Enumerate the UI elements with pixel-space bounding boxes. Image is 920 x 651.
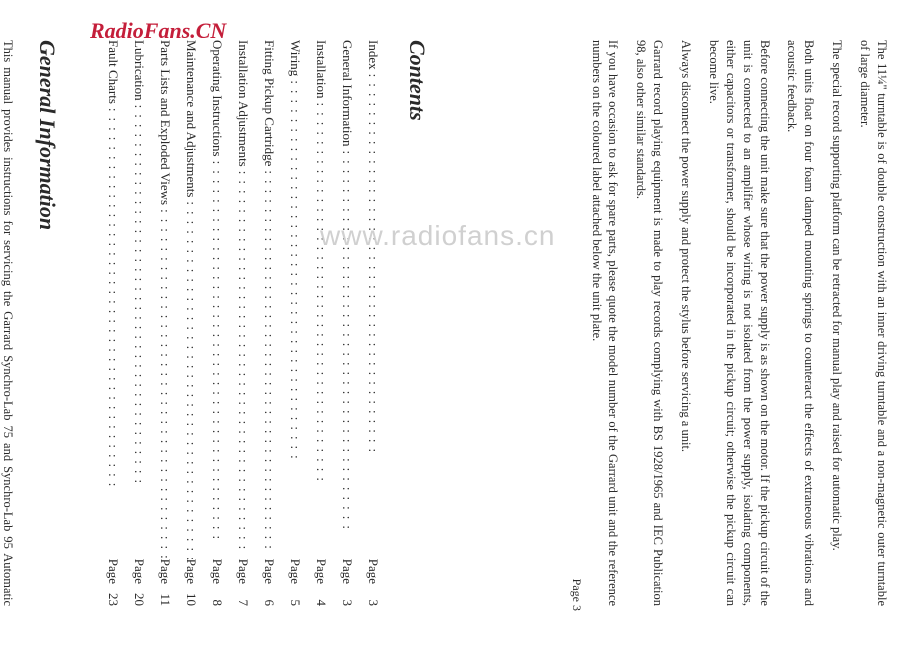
- toc-page-label: Page: [256, 559, 282, 588]
- toc-dots: ::::::::::::::::::::::::::::::::::::::::: [360, 70, 386, 559]
- toc-page-label: Page: [152, 559, 178, 588]
- body-paragraph: Both units float on four foam damped mou…: [784, 40, 818, 606]
- toc-dots: ::::::::::::::::::::::::::::::::::::::::: [126, 101, 152, 559]
- general-info-heading: General Information: [34, 40, 60, 606]
- page-left: Contents Index :::::::::::::::::::::::::…: [0, 0, 460, 651]
- toc-page: 3: [334, 588, 360, 606]
- toc-dots: ::::::::::::::::::::::::::::::::::::::::: [256, 166, 282, 558]
- toc-row: Maintenance and Adjustments ::::::::::::…: [178, 40, 204, 606]
- toc-row: Lubrication ::::::::::::::::::::::::::::…: [126, 40, 152, 606]
- toc-page-label: Page: [178, 559, 204, 588]
- toc-row: Fault Charts :::::::::::::::::::::::::::…: [100, 40, 126, 606]
- toc-title: Maintenance and Adjustments: [178, 40, 204, 197]
- page-right: The 11¼" turntable is of double construc…: [547, 0, 920, 651]
- toc-page: 3: [360, 588, 386, 606]
- toc-page: 6: [256, 588, 282, 606]
- watermark-center: www.radiofans.cn: [320, 220, 555, 252]
- body-paragraph: If you have occasion to ask for spare pa…: [588, 40, 622, 606]
- toc-page-label: Page: [126, 559, 152, 588]
- toc-row: Fitting Pickup Cartridge :::::::::::::::…: [256, 40, 282, 606]
- toc-dots: ::::::::::::::::::::::::::::::::::::::::: [282, 76, 308, 558]
- toc-page: 4: [308, 588, 334, 606]
- toc-page-label: Page: [282, 559, 308, 588]
- toc-page-label: Page: [334, 559, 360, 588]
- toc-page: 20: [126, 588, 152, 606]
- page-footer: Page 3: [569, 579, 584, 611]
- toc-row: Operating Instructions :::::::::::::::::…: [204, 40, 230, 606]
- toc-dots: ::::::::::::::::::::::::::::::::::::::::: [230, 167, 256, 559]
- body-paragraph: The 11¼" turntable is of double construc…: [856, 40, 890, 606]
- body-paragraph: The special record supporting platform c…: [828, 40, 845, 606]
- toc-dots: ::::::::::::::::::::::::::::::::::::::::: [334, 146, 360, 558]
- toc-page-label: Page: [308, 559, 334, 588]
- contents-heading: Contents: [404, 40, 430, 606]
- toc-page: 11: [152, 588, 178, 606]
- toc-row: Parts Lists and Exploded Views :::::::::…: [152, 40, 178, 606]
- toc-page: 8: [204, 588, 230, 606]
- toc-page: 5: [282, 588, 308, 606]
- toc-title: Wiring: [282, 40, 308, 76]
- body-paragraph: Before connecting the unit make sure tha…: [705, 40, 773, 606]
- toc-row: Installation Adjustments :::::::::::::::…: [230, 40, 256, 606]
- watermark-top: RadioFans.CN: [90, 18, 226, 44]
- toc-title: Fitting Pickup Cartridge: [256, 40, 282, 166]
- toc-title: General Information: [334, 40, 360, 146]
- toc-page: 10: [178, 588, 204, 606]
- toc-row: Wiring :::::::::::::::::::::::::::::::::…: [282, 40, 308, 606]
- toc-dots: ::::::::::::::::::::::::::::::::::::::::: [308, 99, 334, 559]
- toc-dots: ::::::::::::::::::::::::::::::::::::::::: [152, 205, 178, 559]
- toc-title: Lubrication: [126, 40, 152, 101]
- toc-dots: ::::::::::::::::::::::::::::::::::::::::: [204, 157, 230, 559]
- toc-row: General Information ::::::::::::::::::::…: [334, 40, 360, 606]
- toc: Index ::::::::::::::::::::::::::::::::::…: [100, 40, 386, 606]
- toc-page: 7: [230, 588, 256, 606]
- toc-title: Installation: [308, 40, 334, 99]
- toc-dots: ::::::::::::::::::::::::::::::::::::::::: [178, 197, 204, 558]
- toc-row: Index ::::::::::::::::::::::::::::::::::…: [360, 40, 386, 606]
- toc-row: Installation :::::::::::::::::::::::::::…: [308, 40, 334, 606]
- toc-page: 23: [100, 588, 126, 606]
- toc-page-label: Page: [360, 559, 386, 588]
- body-paragraph: Garrard record playing equipment is made…: [633, 40, 667, 606]
- toc-title: Operating Instructions: [204, 40, 230, 157]
- body-paragraph: This manual provides instructions for se…: [0, 40, 16, 606]
- toc-page-label: Page: [204, 559, 230, 588]
- toc-page-label: Page: [100, 559, 126, 588]
- toc-title: Parts Lists and Exploded Views: [152, 40, 178, 205]
- toc-title: Fault Charts: [100, 40, 126, 104]
- toc-page-label: Page: [230, 559, 256, 588]
- toc-title: Installation Adjustments: [230, 40, 256, 167]
- toc-dots: ::::::::::::::::::::::::::::::::::::::::: [100, 104, 126, 559]
- body-paragraph: Always disconnect the power supply and p…: [677, 40, 694, 606]
- toc-title: Index: [360, 40, 386, 70]
